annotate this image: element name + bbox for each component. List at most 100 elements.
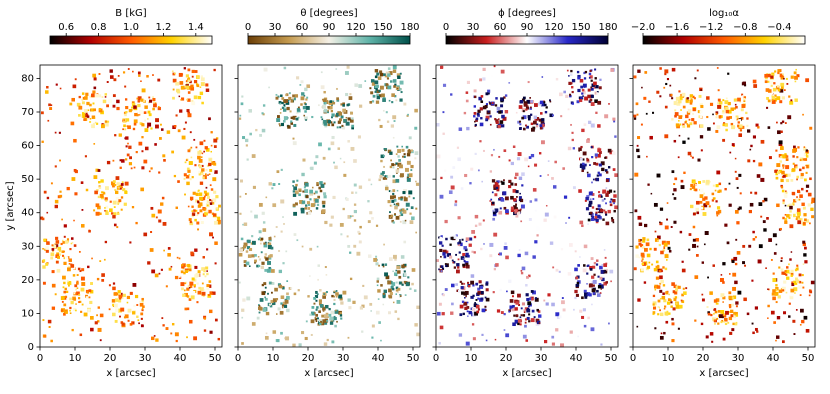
pixel bbox=[407, 276, 409, 278]
pixel bbox=[729, 273, 731, 275]
pixel bbox=[115, 298, 119, 302]
pixel bbox=[112, 313, 116, 317]
pixel bbox=[78, 106, 82, 110]
pixel bbox=[738, 133, 742, 137]
pixel bbox=[583, 308, 586, 311]
pixel bbox=[188, 91, 191, 94]
pixel bbox=[580, 96, 583, 99]
pixel bbox=[570, 73, 572, 75]
pixel bbox=[727, 241, 730, 244]
pixel bbox=[670, 305, 672, 307]
pixel bbox=[401, 213, 404, 216]
pixel bbox=[792, 149, 796, 153]
pixel bbox=[796, 309, 798, 311]
pixel bbox=[372, 100, 374, 102]
pixel bbox=[212, 237, 214, 239]
pixel bbox=[319, 299, 322, 302]
pixel bbox=[570, 70, 572, 72]
pixel bbox=[791, 251, 793, 253]
pixel bbox=[81, 277, 85, 281]
pixel bbox=[606, 222, 610, 226]
pixel bbox=[591, 257, 594, 260]
pixel bbox=[357, 231, 360, 234]
pixel bbox=[284, 67, 287, 70]
pixel bbox=[343, 174, 346, 177]
pixel bbox=[51, 252, 55, 256]
pixel bbox=[574, 290, 577, 293]
pixel bbox=[717, 206, 720, 209]
pixel bbox=[466, 91, 469, 94]
pixel bbox=[290, 287, 292, 289]
colorbar-tick-label: −0.8 bbox=[733, 22, 757, 33]
pixel bbox=[608, 323, 610, 325]
pixel bbox=[64, 236, 66, 238]
pixel bbox=[317, 196, 320, 199]
pixel bbox=[55, 132, 57, 134]
pixel bbox=[301, 96, 305, 100]
pixel bbox=[98, 169, 101, 172]
pixel bbox=[188, 79, 191, 82]
pixel bbox=[603, 263, 607, 267]
pixel bbox=[519, 123, 521, 125]
pixel bbox=[473, 115, 475, 117]
pixel bbox=[125, 158, 127, 160]
pixel bbox=[261, 238, 263, 240]
pixel bbox=[268, 87, 270, 89]
pixel bbox=[528, 306, 530, 308]
pixel bbox=[181, 264, 183, 266]
y-axis-label: y [arcsec] bbox=[5, 181, 16, 230]
pixel bbox=[539, 322, 541, 324]
pixel bbox=[65, 256, 68, 259]
pixel bbox=[384, 290, 387, 293]
pixel bbox=[134, 123, 137, 126]
pixel bbox=[663, 284, 665, 286]
pixel bbox=[309, 275, 311, 277]
pixel bbox=[83, 118, 86, 121]
x-axis-label: x [arcsec] bbox=[502, 368, 551, 379]
pixel bbox=[152, 98, 155, 101]
pixel bbox=[380, 125, 383, 128]
pixel bbox=[183, 128, 185, 130]
pixel bbox=[520, 220, 522, 222]
pixel bbox=[179, 109, 182, 112]
pixel bbox=[786, 266, 788, 268]
pixel bbox=[187, 308, 190, 311]
pixel bbox=[139, 110, 143, 114]
pixel bbox=[397, 318, 399, 320]
pixel bbox=[56, 261, 59, 264]
pixel bbox=[603, 210, 605, 212]
pixel bbox=[155, 118, 159, 122]
pixel bbox=[461, 286, 464, 289]
pixel bbox=[690, 205, 693, 208]
pixel bbox=[199, 173, 201, 175]
x-tick-label: 10 bbox=[69, 353, 82, 364]
pixel bbox=[132, 283, 136, 287]
pixel bbox=[171, 266, 173, 268]
pixel bbox=[596, 259, 598, 261]
pixel bbox=[589, 293, 592, 296]
pixel bbox=[147, 261, 150, 264]
pixel bbox=[329, 224, 332, 227]
pixel bbox=[480, 100, 483, 103]
pixel bbox=[536, 234, 538, 236]
pixel bbox=[162, 154, 165, 157]
pixel bbox=[141, 136, 143, 138]
pixel bbox=[787, 115, 791, 119]
pixel bbox=[735, 106, 738, 109]
pixel bbox=[328, 120, 331, 123]
pixel bbox=[693, 226, 696, 229]
pixel bbox=[519, 177, 522, 180]
pixel bbox=[352, 215, 354, 217]
pixel bbox=[125, 98, 127, 100]
pixel bbox=[307, 207, 310, 210]
pixel bbox=[742, 261, 745, 264]
pixel bbox=[371, 79, 374, 82]
pixel bbox=[802, 114, 804, 116]
pixel bbox=[773, 82, 775, 84]
pixel bbox=[332, 196, 335, 199]
pixel bbox=[581, 316, 584, 319]
pixel bbox=[743, 98, 745, 100]
pixel bbox=[663, 87, 665, 89]
pixel bbox=[536, 227, 540, 231]
pixel bbox=[721, 274, 723, 276]
